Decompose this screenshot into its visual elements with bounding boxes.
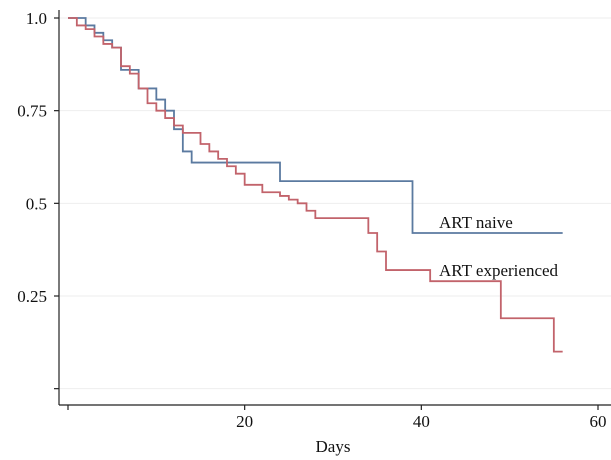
y-tick-label: 0.5 — [26, 194, 47, 213]
x-tick-label: 60 — [590, 412, 607, 431]
y-tick-label: 1.0 — [26, 9, 47, 28]
series-line-art-experienced — [68, 18, 563, 352]
y-tick-label: 0.75 — [17, 102, 47, 121]
y-tick-label: 0.25 — [17, 287, 47, 306]
series-label-art-naive: ART naive — [439, 213, 513, 232]
series-line-art-naive — [68, 18, 563, 233]
x-axis-title: Days — [316, 437, 351, 456]
series-label-art-experienced: ART experienced — [439, 261, 559, 280]
x-tick-label: 40 — [413, 412, 430, 431]
x-tick-label: 20 — [236, 412, 253, 431]
